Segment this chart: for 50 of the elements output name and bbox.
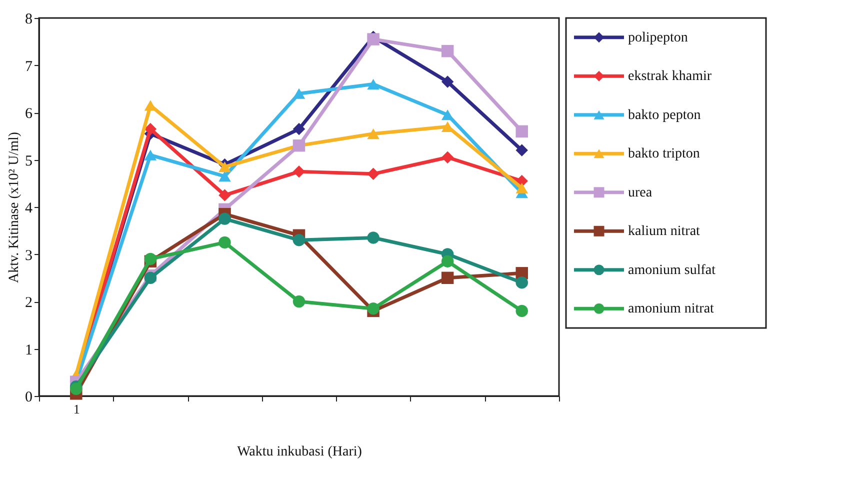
point [516,144,528,156]
point [367,33,380,46]
y-tick-label: 4 [25,200,33,216]
point [516,276,528,289]
point [218,212,231,225]
point [218,170,231,182]
point [516,304,528,318]
point [516,125,528,138]
legend-label: urea [628,185,653,200]
y-tick-label: 5 [25,153,32,170]
point [441,44,454,58]
point [292,295,306,308]
point [441,76,454,88]
y-tick-label: 1 [25,342,32,358]
point [441,151,454,164]
y-tick-label: 0 [25,390,32,406]
point [441,272,454,284]
point [292,122,306,136]
legend-label: amonium nitrat [628,302,714,317]
point [367,232,380,244]
point [144,150,157,160]
point [367,128,380,140]
point [441,255,454,268]
y-tick-label: 7 [25,58,33,75]
point [367,78,380,90]
legend-label: bakto tripton [628,146,700,162]
point [292,88,306,99]
point [218,236,231,249]
point [218,162,231,172]
point [144,272,157,284]
point [70,382,82,396]
point [292,234,306,246]
point [367,302,380,315]
legend-label: kalium nitrat [628,224,700,240]
point [218,189,231,202]
y-tick-label: 6 [25,106,33,122]
y-tick-label: 8 [25,12,32,28]
y-tick-label: 3 [25,248,32,264]
legend-label: polipepton [628,30,688,46]
point [144,122,157,136]
legend-label: bakto pepton [628,108,701,123]
y-axis-title: Aktv. Kitinase (x10² U/ml) [7,132,22,284]
y-tick-label: 2 [25,295,32,311]
point [367,168,380,180]
x-axis-title: Waktu inkubasi (Hari) [237,444,362,460]
point [144,252,157,266]
legend-label: ekstrak khamir [628,69,712,84]
legend-label: amonium sulfat [628,262,716,278]
point [441,110,454,120]
point [516,182,528,194]
